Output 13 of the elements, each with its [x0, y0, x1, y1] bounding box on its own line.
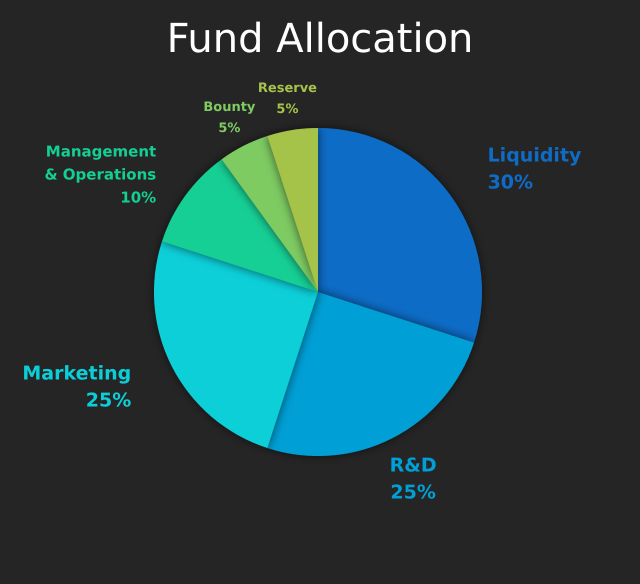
- data-label: 5%: [218, 121, 240, 136]
- slice-label: Liquidity: [488, 144, 582, 166]
- slice-label: Reserve: [258, 81, 318, 96]
- slice-label: Management & Operations: [44, 142, 156, 184]
- data-label: 25%: [390, 481, 436, 504]
- data-label: 10%: [120, 188, 156, 206]
- data-label: 5%: [276, 102, 299, 118]
- slice-label: Marketing: [22, 362, 132, 385]
- chart-title: Fund Allocation: [166, 16, 474, 62]
- data-label: 25%: [86, 390, 132, 412]
- data-label: 30%: [488, 171, 534, 194]
- slice-label: R&D: [390, 454, 437, 476]
- slice-label: Bounty: [203, 100, 256, 116]
